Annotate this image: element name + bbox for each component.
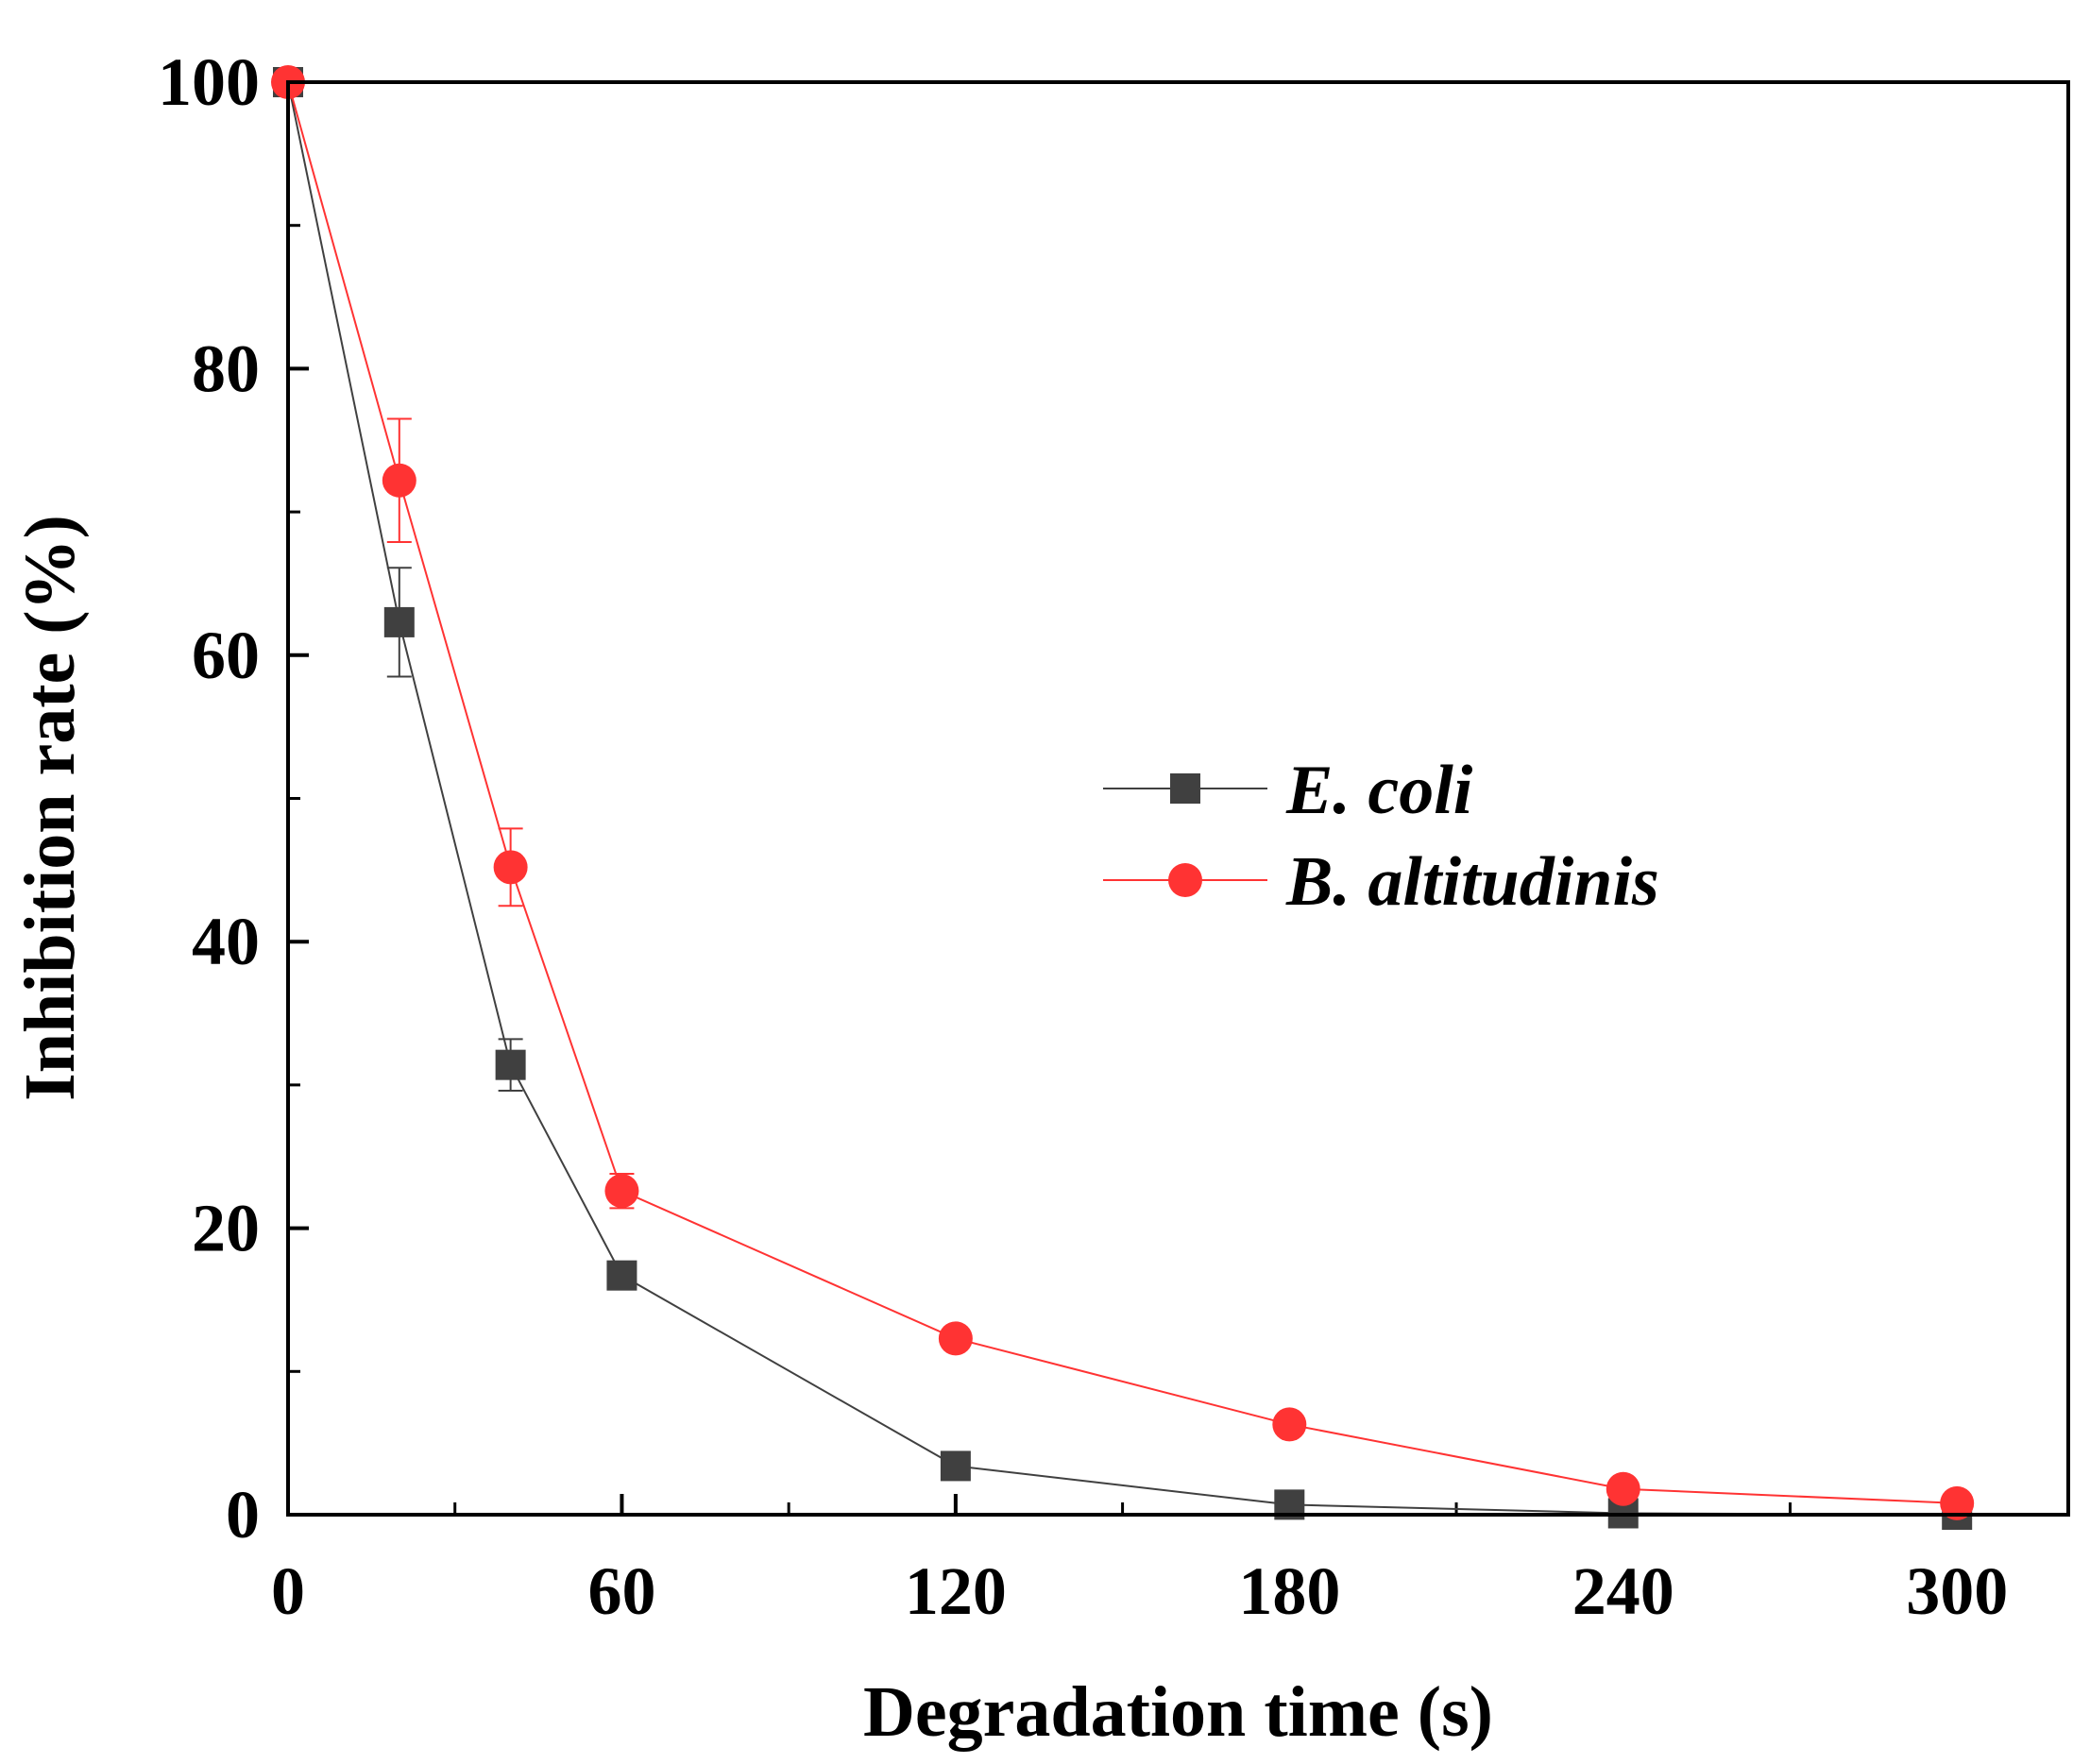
- series-b-altitudinis: [271, 65, 1975, 1520]
- data-point: [1940, 1485, 1975, 1520]
- y-tick-label: 80: [192, 331, 260, 406]
- y-axis-title: Inhibition rate (%): [10, 515, 90, 1101]
- x-tick-label: 120: [905, 1553, 1007, 1629]
- data-point: [1272, 1407, 1307, 1442]
- data-point: [493, 850, 528, 885]
- legend-marker: [1170, 773, 1200, 804]
- legend-item: B. altitudinis: [1103, 843, 1659, 921]
- series-line: [287, 81, 1958, 1516]
- legend-label: B. altitudinis: [1285, 843, 1659, 921]
- legend-label: E. coli: [1285, 752, 1473, 829]
- minor-ticks: [288, 224, 1792, 1515]
- legend-item: E. coli: [1103, 752, 1473, 829]
- x-axis-title: Degradation time (s): [863, 1672, 1493, 1752]
- data-point: [383, 606, 415, 637]
- data-point: [1606, 1471, 1640, 1506]
- data-point: [604, 1174, 639, 1209]
- x-tick-label: 0: [271, 1553, 305, 1629]
- plot-frame: [286, 80, 2070, 1517]
- x-tick-label: 60: [587, 1553, 655, 1629]
- x-tick-label: 300: [1906, 1553, 2008, 1629]
- data-point: [606, 1260, 637, 1291]
- tick-labels: 0 60 120 180 240 300 0 20 40 60 80 100: [158, 44, 2008, 1629]
- y-tick-label: 0: [226, 1477, 260, 1552]
- legend: E. coli B. altitudinis: [1103, 752, 1659, 921]
- y-tick-label: 100: [158, 44, 260, 120]
- series-layer: [271, 65, 1975, 1530]
- y-tick-label: 60: [192, 618, 260, 693]
- y-tick-label: 20: [192, 1191, 260, 1266]
- x-tick-label: 180: [1238, 1553, 1340, 1629]
- data-point: [495, 1049, 526, 1080]
- legend-marker: [1168, 863, 1202, 897]
- data-point: [940, 1450, 971, 1482]
- series-line: [287, 81, 1958, 1504]
- x-tick-label: 240: [1572, 1553, 1674, 1629]
- y-tick-label: 40: [192, 904, 260, 979]
- data-point: [938, 1321, 973, 1356]
- data-point: [382, 463, 416, 498]
